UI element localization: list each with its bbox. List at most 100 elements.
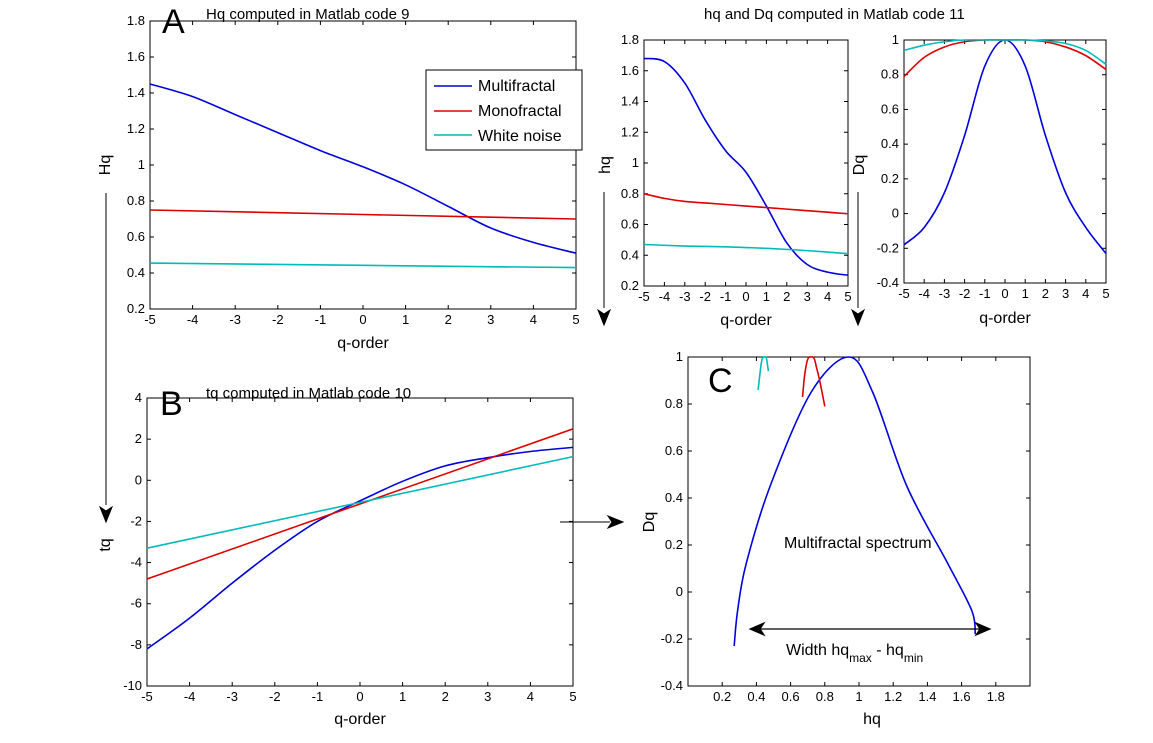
y-tick-label: 1.2 [621, 124, 639, 139]
y-axis-label: Hq [97, 155, 114, 175]
x-tick-label: 3 [1062, 286, 1069, 301]
hq-axes: -5 -4 -3 -2 -1 0 1 2 3 4 50.20.40.60.811.21.41.61.… [597, 32, 852, 329]
series-line [801, 356, 826, 407]
axes-box [146, 397, 574, 687]
panel-C-axes: 0.2 0.4 0.6 0.8 1 1.2 1.4 1.6 1.8 -0.4 -0.2 0 0.2 0.4… [641, 349, 1031, 728]
width-arrow [748, 621, 992, 637]
y-tick-label: 0.8 [665, 396, 683, 411]
series-line [146, 446, 574, 650]
series-line [903, 39, 1107, 78]
y-tick-label: 0 [676, 584, 683, 599]
y-tick-label: -0.4 [877, 275, 899, 290]
y-axis-label: tq [97, 538, 114, 551]
y-tick-label: 1 [138, 157, 145, 172]
y-tick-label: -0.4 [661, 678, 683, 693]
arrow-A-to-B-head [98, 505, 114, 524]
x-tick-label: 4 [527, 689, 534, 704]
y-axis-label: Dq [641, 512, 658, 532]
panel-letter-A: A [162, 3, 185, 41]
x-tick-label: 1 [1022, 286, 1029, 301]
y-tick-label: -2 [130, 513, 142, 528]
y-tick-label: 0.4 [665, 490, 683, 505]
y-tick-label: -0.2 [877, 240, 899, 255]
y-tick-label: 0 [135, 472, 142, 487]
series-line [757, 355, 770, 390]
Dq-axes: -5 -4 -3 -2 -1 0 1 2 3 4 5-0.4-0.200.20.40.60.81q-… [851, 32, 1110, 327]
y-tick-label: -4 [130, 555, 142, 570]
y-tick-label: 0.2 [665, 537, 683, 552]
x-tick-label: -4 [187, 312, 199, 327]
x-tick-label: 4 [824, 289, 831, 304]
x-tick-label: 1 [855, 689, 862, 704]
y-tick-label: 0.4 [621, 247, 639, 262]
series-line [149, 209, 577, 220]
series-line [903, 39, 1107, 254]
y-axis-label: Dq [851, 155, 868, 175]
x-tick-label: 1.8 [987, 689, 1005, 704]
title-panel-B: tq computed in Matlab code 10 [206, 385, 411, 402]
series-line [146, 455, 574, 549]
arrow-hq-down-head [596, 308, 612, 327]
legend-box [425, 69, 583, 151]
series-line [643, 243, 849, 255]
series-line [149, 262, 577, 269]
title-code-11: hq and Dq computed in Matlab code 11 [704, 6, 965, 23]
x-axis-label: q-order [337, 335, 389, 352]
y-tick-label: 1.6 [621, 63, 639, 78]
spectrum-label: Multifractal spectrum [784, 535, 932, 552]
series-line [149, 83, 577, 254]
x-tick-label: 4 [1082, 286, 1089, 301]
x-tick-label: 5 [844, 289, 851, 304]
width-label-sep: - hq [872, 642, 904, 659]
series-line [643, 192, 849, 215]
x-tick-label: 0 [356, 689, 363, 704]
title-panel-A: Hq computed in Matlab code 9 [206, 6, 409, 23]
panel-letter-B: B [160, 385, 183, 423]
series-line [643, 57, 849, 277]
y-tick-label: -8 [130, 637, 142, 652]
axes-box [643, 39, 849, 287]
y-tick-label: 0.6 [665, 443, 683, 458]
x-tick-label: -4 [659, 289, 671, 304]
y-tick-label: 0.2 [621, 278, 639, 293]
y-tick-label: 0.8 [621, 186, 639, 201]
width-arrow-head-left [748, 621, 766, 637]
x-tick-label: 5 [1102, 286, 1109, 301]
x-tick-label: -1 [315, 312, 327, 327]
x-tick-label: -1 [312, 689, 324, 704]
x-tick-label: 1 [402, 312, 409, 327]
x-axis-label: q-order [720, 312, 772, 329]
y-tick-label: -6 [130, 596, 142, 611]
x-tick-label: 0 [359, 312, 366, 327]
axes-box [903, 39, 1107, 284]
y-tick-label: 0.6 [621, 217, 639, 232]
y-tick-label: 0.2 [881, 171, 899, 186]
y-tick-label: -10 [123, 678, 142, 693]
y-tick-label: 1 [632, 155, 639, 170]
x-axis-label: q-order [979, 310, 1031, 327]
x-tick-label: -2 [269, 689, 281, 704]
x-tick-label: 1.6 [953, 689, 971, 704]
width-label-main: Width hq [786, 642, 849, 659]
y-tick-label: 0.6 [127, 229, 145, 244]
x-tick-label: -5 [141, 689, 153, 704]
y-tick-label: 1.4 [621, 94, 639, 109]
x-tick-label: 1 [763, 289, 770, 304]
x-tick-label: 1.2 [884, 689, 902, 704]
arrow-Dq-down-head [850, 308, 866, 327]
y-tick-label: -0.2 [661, 631, 683, 646]
y-tick-label: 0 [892, 206, 899, 221]
series-line [733, 356, 977, 647]
y-tick-label: 0.2 [127, 301, 145, 316]
y-tick-label: 0.8 [881, 67, 899, 82]
legend-label-monofractal: Monofractal [478, 103, 562, 120]
y-tick-label: 1.8 [621, 32, 639, 47]
x-tick-label: 0 [742, 289, 749, 304]
flow-arrows [98, 192, 866, 530]
x-tick-label: 3 [487, 312, 494, 327]
x-tick-label: -5 [638, 289, 650, 304]
x-tick-label: 1.4 [918, 689, 936, 704]
width-arrow-head-right [974, 621, 992, 637]
x-tick-label: 3 [484, 689, 491, 704]
